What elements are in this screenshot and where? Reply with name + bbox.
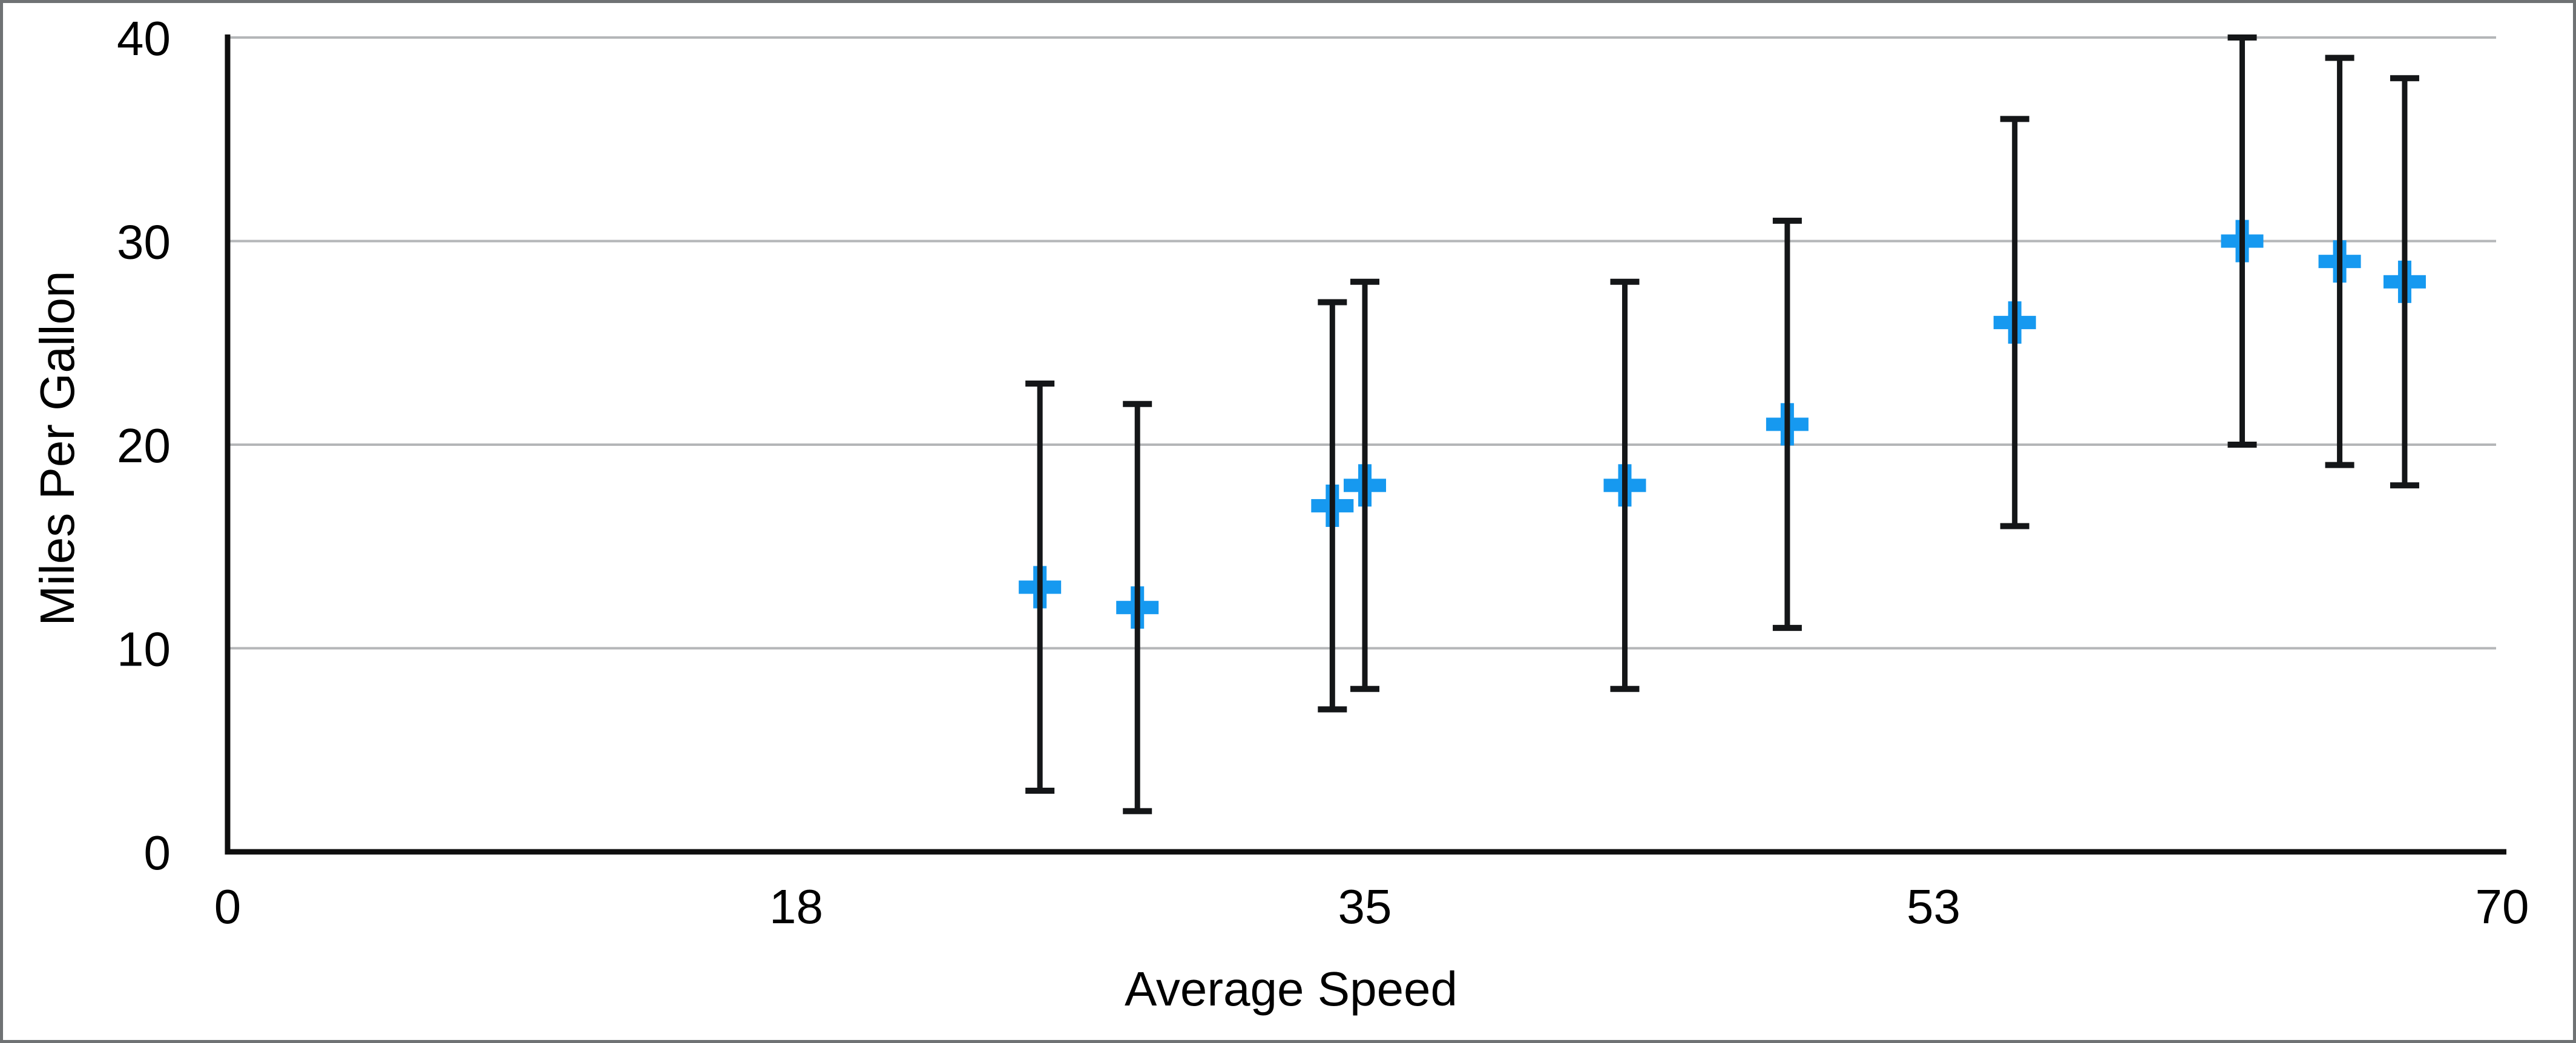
y-tick-label: 20 — [117, 419, 171, 472]
x-tick-label: 53 — [1907, 880, 1960, 933]
y-tick-label: 30 — [117, 215, 171, 269]
x-tick-label: 18 — [769, 880, 823, 933]
x-axis-title: Average Speed — [1124, 962, 1458, 1016]
y-tick-label: 10 — [117, 623, 171, 676]
x-tick-label: 0 — [214, 880, 242, 933]
x-tick-label: 35 — [1338, 880, 1392, 933]
y-tick-label: 0 — [144, 826, 171, 880]
y-tick-label: 40 — [117, 11, 171, 65]
scatter-chart: 0 10 20 30 40 0 18 35 53 70 — [117, 11, 2529, 933]
x-tick-label: 70 — [2476, 880, 2529, 933]
y-axis-title: Miles Per Gallon — [30, 270, 84, 626]
